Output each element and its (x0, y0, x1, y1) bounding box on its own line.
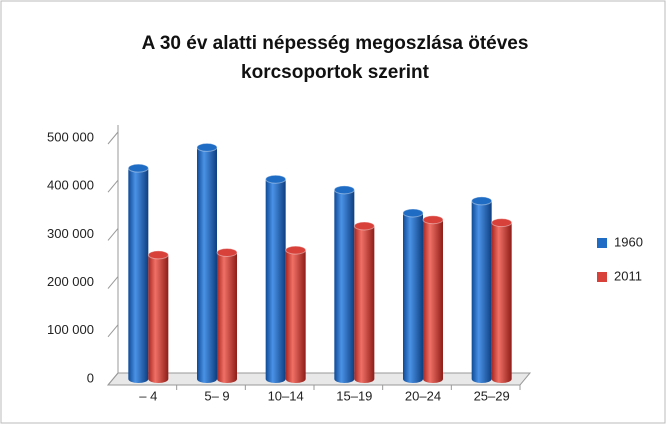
y-tick (107, 228, 119, 241)
x-tick-label: – 4 (139, 388, 157, 403)
bar (334, 189, 355, 383)
bar-cap (471, 196, 493, 206)
y-tick-label: 100 000 (47, 322, 94, 337)
legend-label: 2011 (614, 268, 642, 283)
bar (354, 225, 375, 383)
legend-swatch (597, 238, 607, 248)
bar-cap (285, 245, 307, 255)
y-tick-label: 500 000 (47, 129, 94, 144)
bar (471, 200, 492, 383)
bar-cap (265, 174, 287, 184)
y-tick (107, 131, 119, 145)
bar (217, 252, 237, 383)
bar-cap (333, 185, 355, 195)
bar-cap (402, 208, 424, 218)
bar-cap (147, 250, 169, 260)
y-tick (107, 179, 119, 193)
y-tick (107, 324, 119, 338)
y-tick (107, 372, 119, 386)
y-tick (107, 276, 119, 289)
bar (128, 168, 149, 383)
bar (491, 222, 512, 383)
bar (197, 147, 217, 383)
bar-cap (353, 221, 375, 231)
bar-cap (491, 218, 513, 228)
x-tick-label: 10–14 (268, 388, 304, 403)
x-tick-label: 15–19 (336, 388, 372, 403)
bar (423, 219, 443, 383)
y-tick-label: 200 000 (47, 274, 94, 289)
bar-cap (196, 142, 218, 152)
legend-swatch (597, 272, 607, 282)
x-tick-label: 5– 9 (204, 388, 229, 403)
bar (403, 212, 423, 383)
x-tick-label: 25–29 (474, 388, 510, 403)
chart-title: A 30 év alatti népesség megoszlása ötéve… (142, 33, 529, 54)
bar (285, 250, 306, 383)
x-tick-label: 20–24 (405, 388, 441, 403)
y-tick-label: 300 000 (47, 226, 94, 241)
y-tick-label: 0 (87, 370, 94, 385)
floor (106, 372, 532, 386)
bar (265, 179, 286, 383)
bar-cap (422, 215, 444, 225)
bar-cap (127, 163, 149, 173)
bar (148, 254, 169, 383)
y-tick-label: 400 000 (47, 178, 94, 193)
legend-label: 1960 (614, 234, 643, 249)
chart-title: korcsoportok szerint (241, 62, 430, 83)
bar-cap (216, 248, 238, 257)
